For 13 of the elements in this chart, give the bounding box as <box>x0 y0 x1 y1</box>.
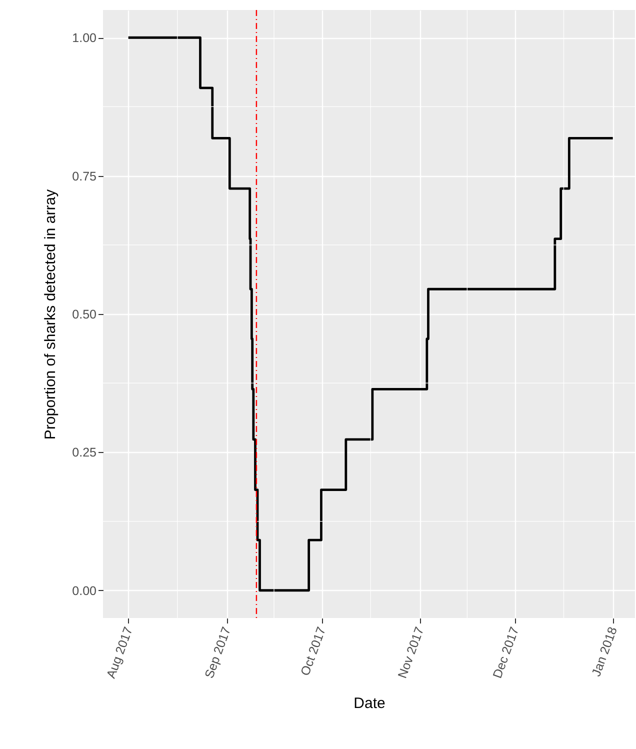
y-tick-label: 1.00 <box>72 31 97 46</box>
x-tick-label: Nov 2017 <box>395 625 427 680</box>
y-tick-label: 0.25 <box>72 446 97 460</box>
x-axis-title: Date <box>354 695 386 712</box>
y-axis-title: Proportion of sharks detected in array <box>42 188 60 440</box>
x-tick-label: Sep 2017 <box>202 625 234 680</box>
y-tick-label: 0.00 <box>72 584 97 598</box>
x-tick-label: Oct 2017 <box>298 625 329 678</box>
y-tick-label: 0.75 <box>72 169 97 184</box>
y-tick-label: 0.50 <box>72 308 97 322</box>
x-tick-label: Dec 2017 <box>490 625 522 680</box>
x-tick-label: Jan 2018 <box>589 625 620 678</box>
x-tick-label: Aug 2017 <box>104 625 136 680</box>
